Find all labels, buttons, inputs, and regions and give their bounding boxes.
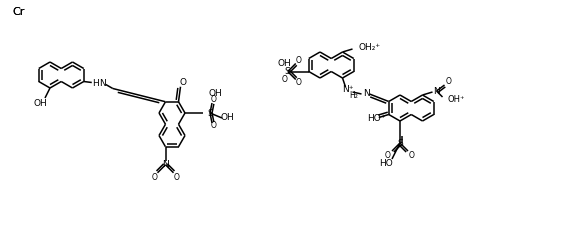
Text: O: O	[152, 173, 157, 182]
Text: S: S	[397, 138, 403, 148]
Text: OH: OH	[220, 113, 234, 122]
Text: OH₂⁺: OH₂⁺	[358, 44, 381, 53]
Text: O: O	[282, 75, 288, 84]
Text: N⁺: N⁺	[342, 85, 353, 94]
Text: O: O	[296, 78, 302, 87]
Text: S: S	[207, 108, 213, 118]
Text: OH: OH	[278, 59, 291, 68]
Text: O: O	[179, 78, 186, 87]
Text: OH: OH	[33, 99, 47, 108]
Text: H₂: H₂	[349, 91, 358, 99]
Text: S: S	[285, 67, 290, 76]
Text: O: O	[409, 151, 415, 159]
Text: Cr: Cr	[12, 7, 24, 17]
Text: Cr: Cr	[12, 7, 24, 17]
Text: O: O	[445, 77, 452, 86]
Text: H: H	[92, 79, 99, 88]
Text: HO: HO	[379, 159, 393, 167]
Text: N: N	[100, 79, 106, 88]
Text: HO⁺: HO⁺	[367, 114, 385, 123]
Text: OH⁺: OH⁺	[448, 96, 465, 105]
Text: O: O	[174, 173, 179, 182]
Text: O: O	[211, 121, 217, 130]
Text: N: N	[162, 160, 169, 169]
Text: O: O	[211, 96, 217, 105]
Text: N: N	[433, 86, 440, 96]
Text: OH: OH	[208, 89, 222, 98]
Text: O: O	[385, 151, 391, 159]
Text: O: O	[296, 56, 302, 65]
Text: N: N	[363, 90, 370, 98]
